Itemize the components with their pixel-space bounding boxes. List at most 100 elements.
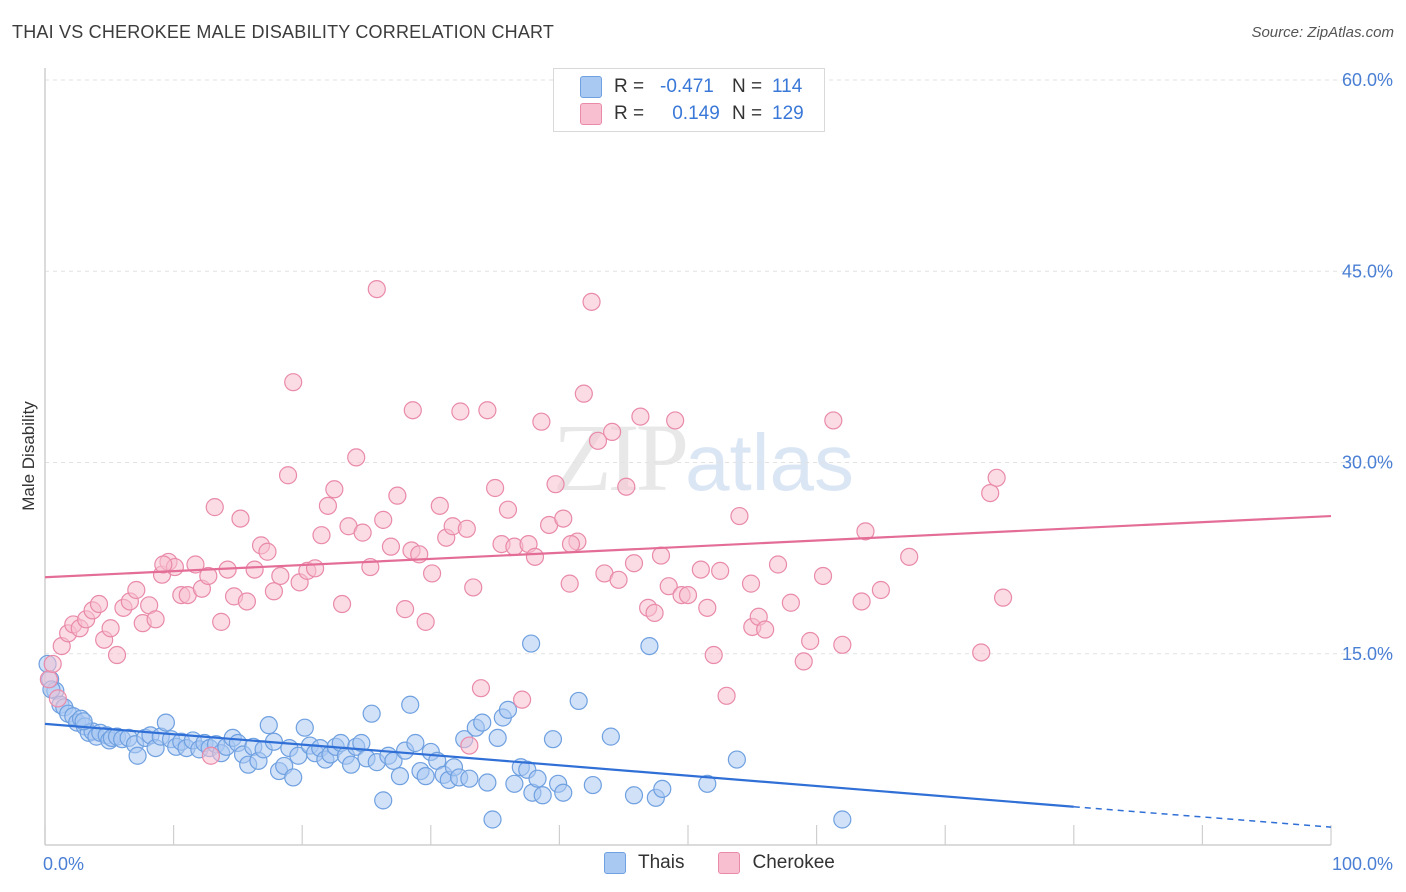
data-point-thais [698, 774, 717, 793]
legend-row-thais: R = -0.471 N = 114 [580, 75, 802, 99]
data-point-cherokee [756, 620, 775, 639]
data-point-thais [640, 636, 659, 656]
data-point-cherokee [532, 412, 551, 431]
data-point-cherokee [460, 736, 479, 755]
legend-item-cherokee[interactable]: Cherokee [718, 852, 835, 874]
data-point-cherokee [900, 547, 919, 566]
data-point-cherokee [367, 280, 386, 299]
data-point-cherokee [325, 480, 344, 499]
data-point-cherokee [666, 411, 685, 430]
data-point-thais [522, 634, 541, 653]
data-point-cherokee [856, 522, 875, 541]
trend-line-thais [44, 722, 1074, 808]
y-tick-label: 45.0% [1342, 261, 1393, 281]
data-point-cherokee [258, 542, 277, 561]
data-point-cherokee [312, 526, 331, 545]
data-point-thais [390, 767, 410, 786]
data-point-cherokee [374, 510, 393, 529]
data-point-cherokee [278, 466, 298, 485]
data-point-cherokee [422, 564, 442, 583]
data-point-cherokee [388, 486, 407, 505]
data-point-thais [505, 774, 524, 793]
data-point-cherokee [801, 631, 820, 651]
data-point-cherokee [416, 612, 435, 631]
legend-item-thais[interactable]: Thais [604, 852, 684, 874]
data-point-cherokee [101, 619, 120, 638]
data-point-thais [601, 727, 620, 746]
data-point-cherokee [332, 594, 352, 614]
legend-n-label: N = [732, 76, 763, 97]
data-point-thais [483, 810, 502, 829]
data-point-thais [569, 691, 588, 711]
data-point-cherokee [48, 689, 67, 708]
series-legend: Thais Cherokee [604, 852, 869, 874]
data-point-cherokee [284, 373, 303, 392]
legend-swatch-cherokee [580, 103, 602, 125]
data-point-thais [653, 779, 672, 799]
data-point-thais [554, 783, 573, 802]
legend-n-value: 129 [772, 103, 804, 124]
legend-r-label: R = [614, 103, 645, 124]
data-point-cherokee [609, 570, 628, 589]
data-point-cherokee [794, 652, 813, 671]
data-point-cherokee [39, 670, 58, 689]
data-point-cherokee [146, 610, 165, 629]
watermark-atlas: atlas [685, 418, 854, 507]
data-point-thais [528, 769, 547, 788]
data-point-cherokee [395, 600, 415, 619]
data-point-cherokee [781, 593, 800, 612]
data-point-cherokee [631, 407, 650, 426]
data-point-cherokee [603, 422, 622, 441]
data-point-thais [128, 746, 147, 765]
trend-line-cherokee [44, 514, 1332, 579]
trend-lines [44, 514, 1332, 828]
data-point-cherokee [451, 402, 470, 421]
legend-r-label: R = [614, 76, 645, 97]
data-point-thais [295, 718, 314, 737]
data-point-cherokee [659, 577, 678, 596]
data-point-cherokee [381, 537, 401, 556]
data-point-cherokee [154, 555, 173, 574]
data-point-thais [473, 713, 492, 732]
legend-swatch-thais [604, 852, 626, 874]
data-point-thais [543, 730, 563, 749]
data-point-cherokee [89, 594, 109, 614]
legend-swatch-cherokee [718, 852, 741, 874]
y-tick-label: 60.0% [1342, 70, 1393, 90]
data-point-thais [341, 755, 361, 774]
x-tick-label: 0.0% [43, 854, 84, 874]
data-point-cherokee [588, 431, 608, 450]
source-label: Source: ZipAtlas.com [1251, 24, 1394, 41]
data-point-cherokee [768, 555, 788, 574]
data-point-cherokee [212, 612, 231, 631]
data-point-cherokee [464, 578, 483, 597]
data-point-thais [362, 704, 381, 723]
data-point-cherokee [305, 559, 325, 578]
correlation-legend: R = -0.471 N = 114 R = 0.149 N = 129 [553, 68, 825, 132]
data-point-cherokee [645, 603, 664, 623]
data-point-cherokee [486, 478, 505, 498]
legend-swatch-thais [580, 76, 602, 98]
data-point-cherokee [318, 496, 338, 515]
data-point-cherokee [347, 448, 366, 467]
data-point-cherokee [353, 523, 372, 542]
data-point-cherokee [498, 500, 518, 519]
data-point-cherokee [554, 509, 573, 528]
data-point-cherokee [264, 582, 284, 601]
y-tick-label: 15.0% [1342, 644, 1393, 664]
data-point-cherokee [711, 561, 730, 580]
y-tick-label: 30.0% [1342, 453, 1393, 473]
data-point-cherokee [525, 547, 545, 566]
data-point-cherokee [186, 555, 205, 574]
data-point-thais [374, 791, 393, 810]
data-point-thais [156, 713, 175, 732]
data-point-cherokee [513, 690, 532, 709]
data-point-cherokee [698, 598, 717, 617]
data-point-thais [259, 716, 278, 735]
data-point-thais [460, 769, 479, 788]
y-axis-title: Male Disability [19, 401, 38, 511]
data-point-cherokee [561, 534, 581, 554]
data-point-thais [583, 775, 602, 795]
data-point-thais [406, 733, 425, 753]
